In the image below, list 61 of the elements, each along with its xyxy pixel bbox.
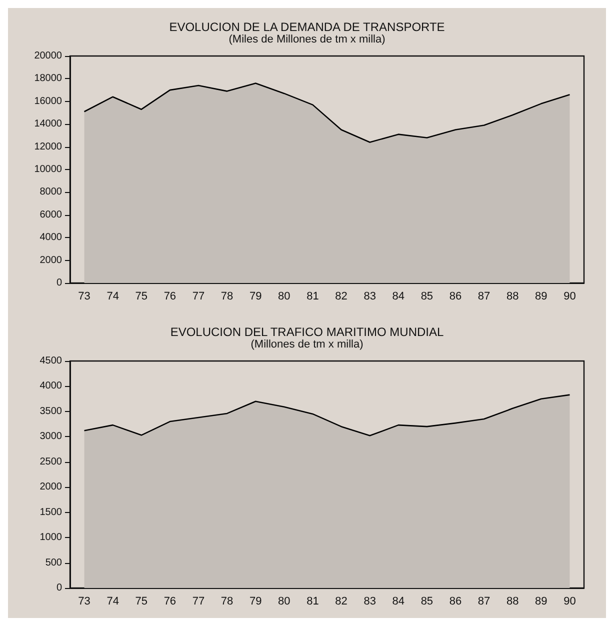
x-tick-label: 85 bbox=[420, 290, 434, 302]
y-tick-label: 1000 bbox=[40, 532, 62, 544]
y-tick-label: 4500 bbox=[40, 356, 62, 366]
chart-subtitle: (Millones de tm x milla) bbox=[250, 338, 364, 350]
y-tick-label: 1500 bbox=[40, 506, 62, 518]
x-tick-label: 75 bbox=[135, 596, 148, 608]
x-tick-label: 77 bbox=[192, 596, 205, 608]
x-tick-label: 86 bbox=[449, 290, 462, 302]
y-tick-label: 12000 bbox=[34, 141, 62, 152]
y-tick-label: 20000 bbox=[34, 50, 62, 62]
x-tick-label: 73 bbox=[78, 290, 90, 302]
x-tick-label: 76 bbox=[164, 290, 176, 302]
x-tick-label: 81 bbox=[306, 290, 319, 302]
x-tick-label: 84 bbox=[392, 290, 405, 302]
y-tick-label: 4000 bbox=[40, 232, 62, 244]
y-tick-label: 3000 bbox=[40, 431, 62, 442]
x-tick-label: 76 bbox=[164, 596, 176, 608]
x-tick-label: 79 bbox=[249, 290, 262, 302]
x-tick-label: 77 bbox=[192, 290, 205, 302]
y-tick-label: 4000 bbox=[40, 380, 62, 392]
x-tick-label: 81 bbox=[306, 596, 319, 608]
y-tick-label: 14000 bbox=[34, 118, 62, 130]
y-tick-label: 500 bbox=[45, 557, 62, 568]
x-tick-label: 79 bbox=[249, 596, 262, 608]
x-tick-label: 85 bbox=[420, 596, 434, 608]
chart-subtitle: (Miles de Millones de tm x milla) bbox=[228, 34, 386, 46]
x-tick-label: 78 bbox=[220, 596, 234, 608]
x-tick-label: 82 bbox=[335, 290, 348, 302]
y-tick-label: 6000 bbox=[40, 209, 62, 220]
x-tick-label: 80 bbox=[278, 596, 290, 608]
x-tick-label: 75 bbox=[135, 290, 148, 302]
chart-title: EVOLUCION DE LA DEMANDA DE TRANSPORTE bbox=[169, 20, 445, 34]
x-tick-label: 82 bbox=[335, 596, 348, 608]
x-tick-label: 74 bbox=[106, 290, 119, 302]
y-tick-label: 10000 bbox=[34, 164, 62, 175]
y-tick-label: 2000 bbox=[40, 482, 62, 493]
y-tick-label: 2500 bbox=[40, 456, 62, 468]
y-tick-label: 2000 bbox=[40, 254, 62, 266]
x-tick-label: 86 bbox=[449, 596, 462, 608]
x-tick-label: 83 bbox=[364, 596, 376, 608]
x-tick-label: 89 bbox=[535, 596, 548, 608]
y-tick-label: 3500 bbox=[40, 406, 62, 417]
x-tick-label: 88 bbox=[506, 290, 519, 302]
y-tick-label: 18000 bbox=[34, 73, 62, 84]
chart-title: EVOLUCION DEL TRAFICO MARITIMO MUNDIAL bbox=[170, 325, 444, 339]
y-tick-label: 0 bbox=[56, 278, 62, 288]
x-tick-label: 90 bbox=[564, 290, 576, 302]
x-tick-label: 87 bbox=[478, 290, 490, 302]
x-tick-label: 78 bbox=[220, 290, 234, 302]
x-tick-label: 84 bbox=[392, 596, 405, 608]
x-tick-label: 88 bbox=[506, 596, 519, 608]
x-tick-label: 87 bbox=[478, 596, 490, 608]
y-tick-label: 8000 bbox=[40, 186, 62, 198]
x-tick-label: 80 bbox=[278, 290, 290, 302]
y-tick-label: 0 bbox=[56, 582, 62, 594]
x-tick-label: 74 bbox=[106, 596, 119, 608]
y-tick-label: 16000 bbox=[34, 96, 62, 107]
x-tick-label: 83 bbox=[364, 290, 376, 302]
x-tick-label: 73 bbox=[78, 596, 90, 608]
x-tick-label: 90 bbox=[564, 596, 576, 608]
x-tick-label: 89 bbox=[535, 290, 548, 302]
